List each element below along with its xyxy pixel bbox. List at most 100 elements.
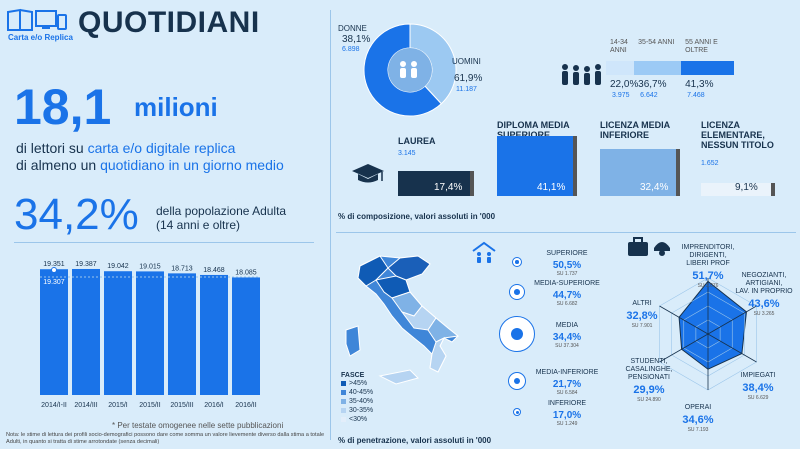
age-category-label: 55 ANNI E OLTRE: [685, 39, 718, 54]
people-icon: [400, 61, 417, 78]
trend-bar: [168, 273, 196, 395]
trend-extra-label: 19.307: [43, 279, 65, 286]
area-su: SU 1.249: [556, 421, 578, 427]
area-su: SU 6.584: [556, 390, 578, 396]
italy-map: [345, 255, 460, 385]
radar-axis-su: SU 3.076: [697, 283, 719, 289]
trend-bar: [136, 271, 164, 395]
radar-axis: [659, 333, 709, 363]
trend-category-label: 2016/I: [204, 402, 224, 409]
education-bar-edge: [470, 170, 474, 196]
penetration-caption: % di penetrazione, valori assoluti in '0…: [338, 436, 492, 445]
area-su: SU 37.304: [555, 343, 579, 349]
area-bubble-core: [515, 260, 519, 264]
area-label: MEDIA-SUPERIORE: [534, 280, 600, 287]
gender-pct-uomini: 61,9%: [454, 73, 483, 84]
area-label: INFERIORE: [547, 400, 587, 407]
area-su: SU 6.682: [556, 301, 578, 307]
trend-bar-label: 19.042: [107, 263, 129, 270]
education-pct-label: 9,1%: [735, 182, 758, 193]
trend-bar: [104, 271, 132, 395]
readers-desc-line2: di almeno un quotidiano in un giorno med…: [16, 157, 284, 173]
desc-text: di lettori su: [16, 140, 88, 156]
education-bar: [701, 182, 771, 196]
education-pct-label: 41,1%: [537, 182, 566, 193]
gender-abs-donne: 6.898: [342, 46, 360, 53]
legend-item: 35-40%: [341, 397, 373, 406]
readers-unit: milioni: [134, 92, 218, 122]
trend-bar-label: 18.085: [235, 269, 257, 276]
footnote-star: * Per testate omogenee nelle sette pubbl…: [112, 421, 284, 430]
age-bar-segment: [606, 61, 635, 75]
divider-vertical: [330, 10, 331, 440]
radar-axis-label: ALTRI: [632, 300, 652, 307]
radar-axis-label: IMPIEGATI: [740, 372, 776, 379]
education-pct-label: 17,4%: [434, 182, 463, 193]
area-pct: 50,5%: [552, 260, 582, 271]
trend-bar-label: 19.015: [139, 263, 161, 270]
legend-item: 30-35%: [341, 406, 373, 415]
trend-category-label: 2015/II: [139, 402, 160, 409]
radar-axis-label: IMPRENDITORI, DIRIGENTI, LIBERI PROF: [681, 244, 735, 267]
radar-axis-su: SU 3.265: [753, 311, 775, 317]
radar-axis-su: SU 7.901: [631, 323, 653, 329]
legend-item: 40-45%: [341, 388, 373, 397]
age-bar-segment: [634, 61, 682, 75]
education-abs-label: 1.652: [701, 160, 719, 167]
gender-pie-chart: [363, 23, 457, 117]
age-abs-label: 6.642: [640, 92, 658, 99]
area-pct: 17,0%: [552, 410, 582, 421]
age-category-label: 35-54 ANNI: [638, 39, 675, 46]
population-desc: della popolazione Adulta (14 anni e oltr…: [156, 204, 316, 232]
readers-number: 18,1: [14, 79, 112, 135]
area-pct: 34,4%: [552, 332, 582, 343]
gender-pct-donne: 38,1%: [342, 34, 371, 45]
radar-axis-pct: 38,4%: [742, 382, 774, 394]
desc-emph: carta e/o digitale replica: [87, 140, 236, 156]
legend-label: <30%: [349, 416, 368, 423]
area-su: SU 1.737: [556, 271, 578, 277]
trend-category-label: 2016/II: [235, 402, 256, 409]
radar-axis-su: SU 7.193: [687, 427, 709, 433]
radar-axis-pct: 29,9%: [633, 384, 665, 396]
methodology-note: Nota: le stime di lettura dei profili so…: [6, 432, 325, 445]
area-label: MEDIA-INFERIORE: [535, 369, 599, 376]
age-pct-label: 41,3%: [685, 79, 714, 90]
graduation-cap-icon: [350, 162, 386, 191]
radar-axis-label: OPERAI: [684, 404, 712, 411]
area-label: SUPERIORE: [546, 250, 588, 257]
pie-slice-uomini: [363, 23, 442, 117]
education-category-label: LICENZA ELEMENTARE, NESSUN TITOLO: [701, 120, 774, 150]
legend-label: >45%: [349, 380, 368, 387]
briefcase-icon: [626, 236, 674, 263]
divider: [14, 242, 314, 243]
population-pct: 34,2%: [14, 190, 139, 239]
legend-item: >45%: [341, 379, 373, 388]
population-desc-line1: della popolazione Adulta: [156, 204, 287, 218]
occupation-radar-chart: [659, 277, 757, 391]
radar-axis: [707, 305, 757, 335]
desc-emph: quotidiano in un giorno medio: [100, 157, 284, 173]
legend-label: 30-35%: [349, 407, 374, 414]
desc-text: di almeno un: [16, 157, 101, 173]
age-category-label: 14-34 ANNI: [610, 39, 628, 54]
legend-swatch: [341, 390, 346, 395]
composition-caption: % di composizione, valori assoluti in '0…: [338, 212, 496, 221]
trend-category-label: 2014/III: [74, 402, 97, 409]
trend-bar-label: 19.387: [75, 261, 97, 268]
radar-axis-pct: 51,7%: [692, 270, 724, 282]
education-bar: [497, 136, 573, 196]
radar-axis-pct: 43,6%: [748, 298, 780, 310]
area-bubble-core: [515, 410, 519, 414]
education-category-label: LAUREA: [398, 136, 436, 146]
education-pct-label: 32,4%: [640, 182, 669, 193]
trend-bar-chart: 19.351 2014/I-II 19.387 2014/III 19.042 2015/…: [40, 261, 260, 409]
legend-swatch: [341, 417, 346, 422]
age-pct-label: 36,7%: [638, 79, 667, 90]
radar-axis-pct: 32,8%: [626, 310, 658, 322]
gender-label-uomini: UOMINI: [452, 57, 481, 66]
pie-center: [388, 48, 432, 92]
area-bubble-core: [510, 327, 524, 341]
area-bubble-core: [514, 289, 520, 295]
page-title: QUOTIDIANI: [78, 6, 260, 39]
